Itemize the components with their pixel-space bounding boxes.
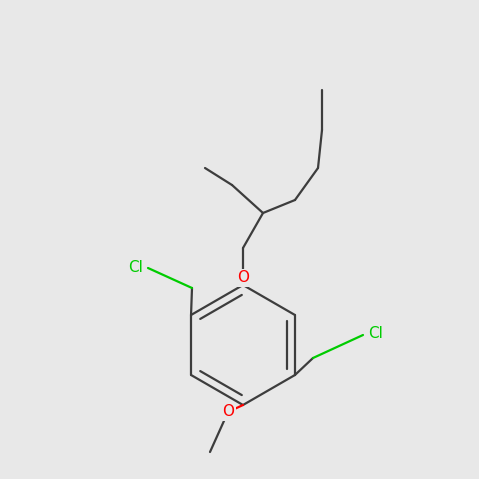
Text: Cl: Cl bbox=[368, 327, 383, 342]
Text: O: O bbox=[222, 404, 234, 420]
Text: Cl: Cl bbox=[128, 260, 143, 274]
Text: O: O bbox=[237, 271, 249, 285]
